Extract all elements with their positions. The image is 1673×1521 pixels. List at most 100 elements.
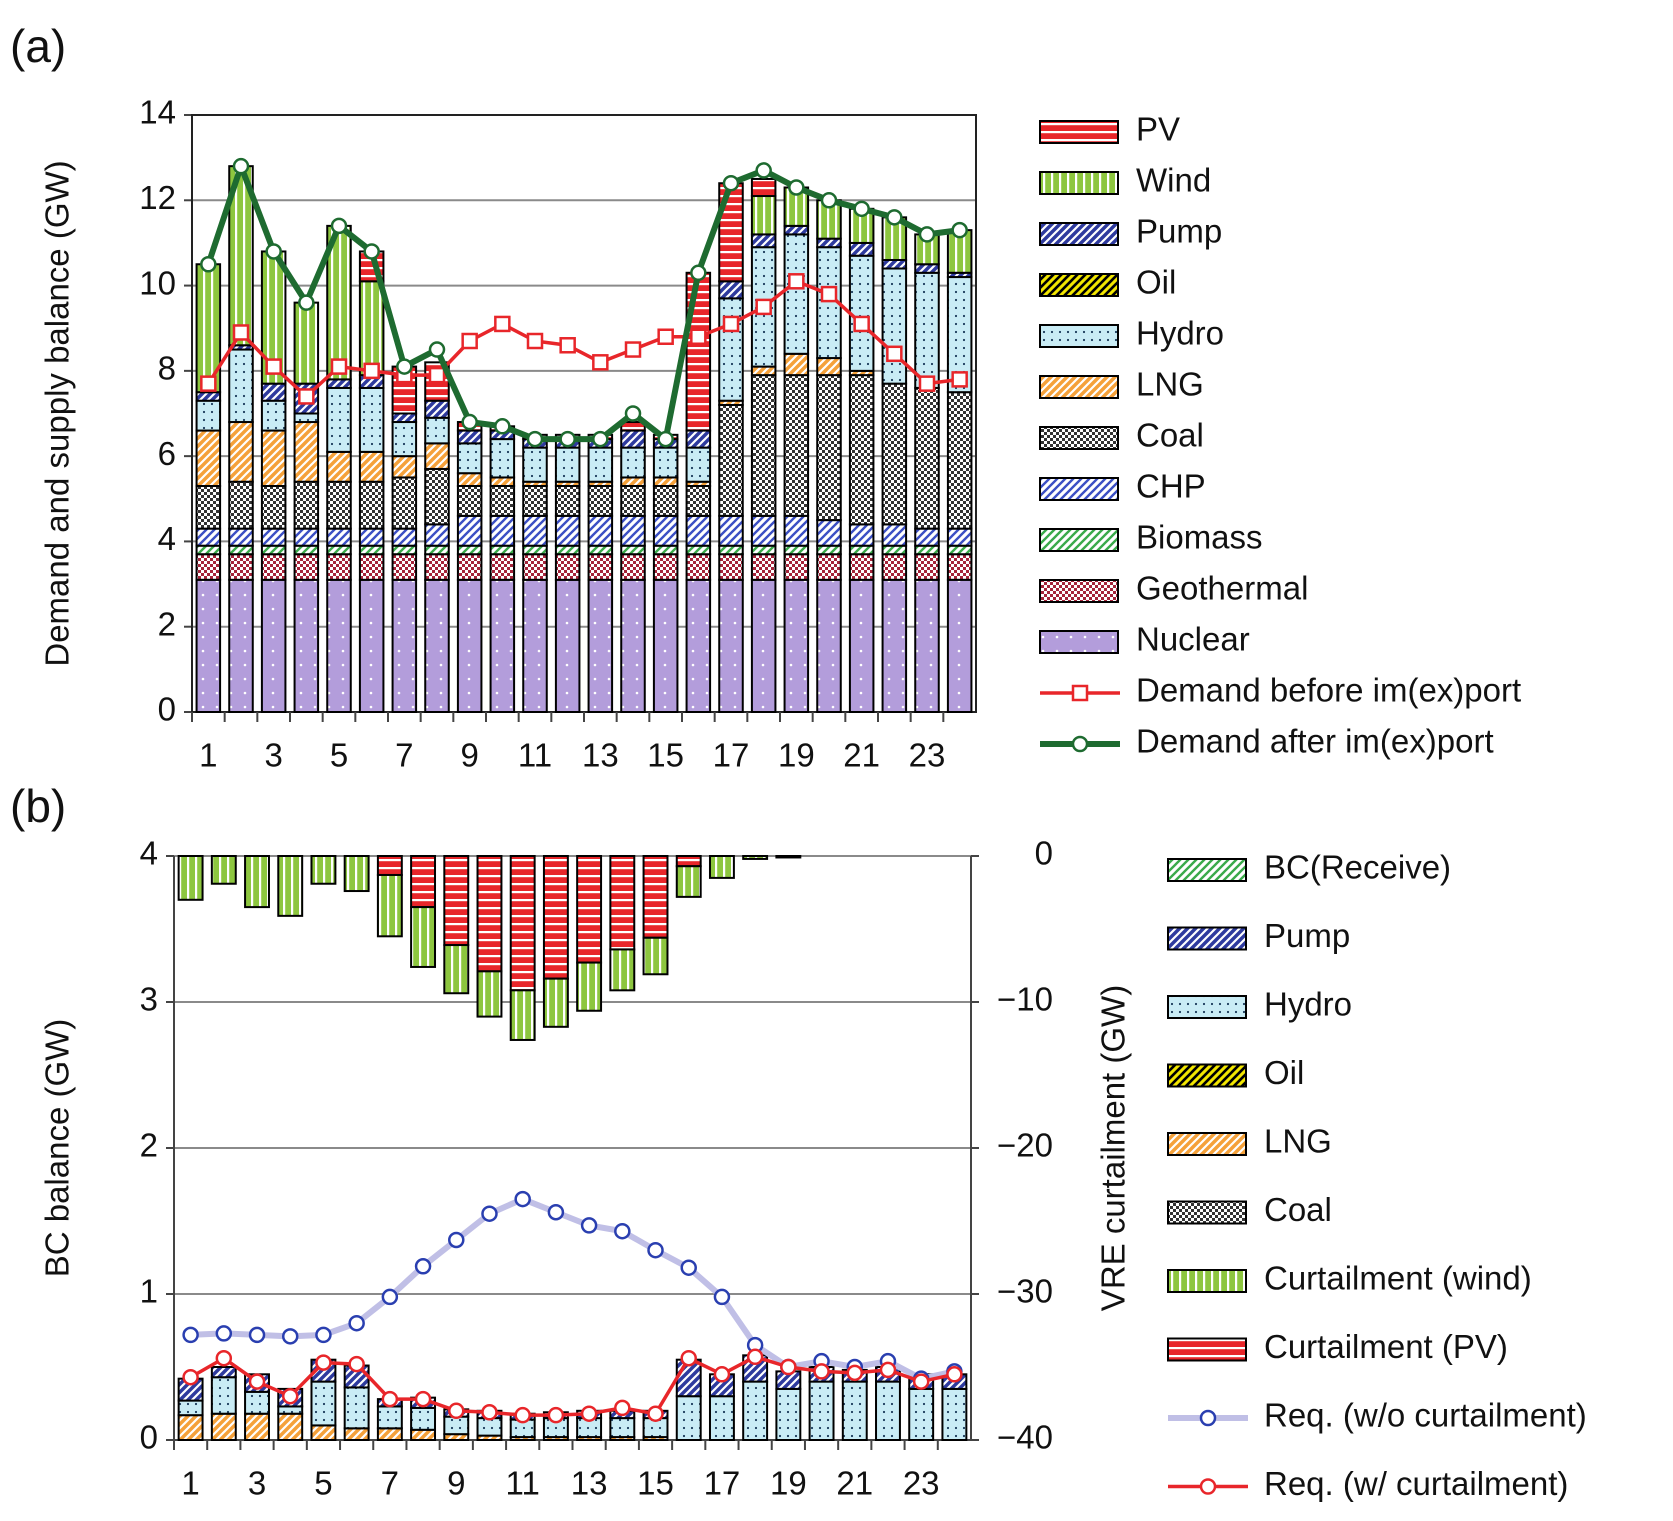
y-tick-label: 8 bbox=[158, 350, 176, 387]
bar-segment bbox=[554, 484, 581, 517]
bar-segment bbox=[750, 365, 777, 377]
bar-segment bbox=[358, 280, 385, 377]
marker bbox=[461, 413, 478, 431]
bar-segment bbox=[620, 484, 646, 517]
marker bbox=[592, 354, 609, 371]
bar-segment bbox=[489, 578, 516, 713]
y-tick-label: 0 bbox=[158, 691, 176, 728]
bar-segment bbox=[326, 553, 352, 581]
bar-segment bbox=[750, 177, 777, 198]
bar-segment bbox=[210, 1376, 237, 1415]
legend-swatch bbox=[1039, 273, 1119, 297]
marker bbox=[215, 1349, 233, 1367]
bar-segment bbox=[260, 399, 287, 432]
bar-segment bbox=[391, 455, 418, 479]
bar-segment bbox=[293, 553, 320, 581]
marker bbox=[232, 324, 250, 341]
legend-label: Hydro bbox=[1136, 315, 1224, 352]
marker bbox=[330, 358, 348, 375]
bar-segment bbox=[946, 391, 973, 530]
bar-segment bbox=[542, 855, 569, 980]
y2-tick-label: −20 bbox=[997, 1127, 1053, 1164]
bar-segment bbox=[685, 446, 712, 483]
bar-segment bbox=[685, 553, 712, 581]
bar-segment bbox=[816, 578, 842, 713]
bar-segment bbox=[343, 855, 370, 893]
bar-segment bbox=[376, 1427, 403, 1441]
legend-swatch bbox=[1039, 375, 1119, 399]
bar-segment bbox=[260, 553, 287, 581]
bar-segment bbox=[946, 527, 973, 547]
bar-segment bbox=[881, 544, 908, 556]
bar-segment bbox=[675, 1395, 702, 1441]
y-tick-label: 14 bbox=[139, 94, 176, 131]
bar-segment bbox=[816, 357, 842, 377]
legend-label: Oil bbox=[1136, 264, 1176, 301]
marker bbox=[526, 332, 544, 350]
legend-label: BC(Receive) bbox=[1264, 849, 1451, 886]
bar-segment bbox=[476, 1417, 503, 1437]
marker bbox=[647, 1405, 664, 1422]
y-tick-label: 4 bbox=[140, 835, 158, 872]
bar-segment bbox=[391, 476, 418, 530]
x-tick-label: 21 bbox=[836, 1465, 873, 1502]
bar-segment bbox=[293, 578, 320, 713]
bar-segment bbox=[609, 1417, 636, 1439]
y2-tick-label: −40 bbox=[997, 1419, 1053, 1456]
y-tick-label: 0 bbox=[140, 1419, 158, 1456]
marker bbox=[298, 388, 315, 405]
marker bbox=[265, 243, 282, 260]
bar-segment bbox=[718, 553, 744, 581]
y2-axis-label: VRE curtailment (GW) bbox=[1095, 985, 1132, 1311]
marker bbox=[381, 1390, 399, 1408]
marker bbox=[363, 243, 380, 260]
bar-segment bbox=[554, 514, 581, 547]
marker bbox=[614, 1399, 631, 1417]
marker bbox=[494, 418, 511, 435]
bar-segment bbox=[195, 391, 222, 402]
bar-segment bbox=[783, 374, 810, 517]
marker bbox=[755, 162, 772, 179]
bar-segment bbox=[718, 280, 744, 300]
marker bbox=[448, 1231, 465, 1249]
x-tick-label: 13 bbox=[571, 1465, 608, 1502]
marker bbox=[559, 430, 576, 448]
legend-swatch bbox=[1167, 1269, 1247, 1293]
bar-segment bbox=[410, 1428, 437, 1442]
marker bbox=[200, 375, 217, 392]
bar-segment bbox=[195, 578, 222, 713]
marker bbox=[315, 1326, 332, 1344]
bar-segment bbox=[914, 544, 940, 556]
marker bbox=[428, 341, 446, 358]
bar-segment bbox=[210, 1412, 237, 1441]
marker bbox=[215, 1325, 233, 1342]
bar-segment bbox=[587, 544, 614, 556]
marker bbox=[946, 1366, 963, 1383]
bar-segment bbox=[881, 258, 908, 270]
x-tick-label: 15 bbox=[637, 1465, 674, 1502]
bar-segment bbox=[358, 578, 385, 713]
bar-segment bbox=[587, 553, 614, 581]
bar-segment bbox=[750, 195, 777, 236]
bar-segment bbox=[675, 855, 702, 868]
marker bbox=[690, 264, 707, 282]
bar-segment bbox=[620, 446, 646, 479]
bar-segment bbox=[675, 865, 702, 898]
legend-label: CHP bbox=[1136, 468, 1206, 505]
bar-segment bbox=[685, 578, 712, 713]
marker bbox=[713, 1288, 731, 1306]
bar-segment bbox=[808, 1380, 835, 1441]
marker bbox=[414, 1258, 432, 1275]
bar-segment bbox=[620, 476, 646, 487]
marker bbox=[526, 430, 544, 448]
legend-swatch bbox=[1167, 1200, 1247, 1225]
bar-segment bbox=[293, 412, 320, 424]
bar-segment bbox=[489, 484, 516, 517]
marker bbox=[232, 157, 250, 175]
bar-segment bbox=[708, 855, 735, 879]
bar-segment bbox=[718, 514, 744, 547]
marker bbox=[624, 341, 642, 358]
marker bbox=[886, 209, 903, 226]
bar-segment bbox=[522, 578, 548, 713]
bar-segment bbox=[456, 442, 483, 475]
